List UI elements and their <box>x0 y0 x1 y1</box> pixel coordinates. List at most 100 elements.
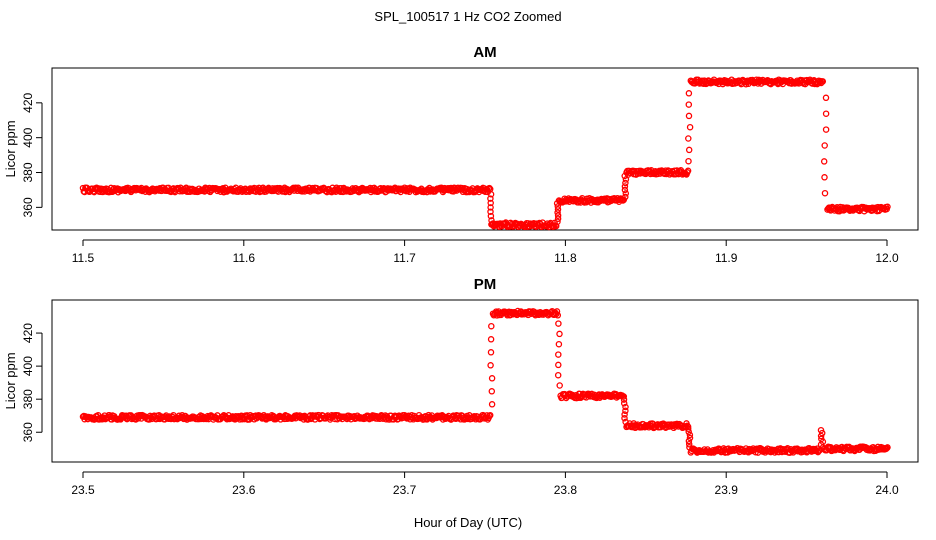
pm-data-point <box>686 434 694 442</box>
am-x-tick-label: 11.5 <box>72 251 95 265</box>
am-data-point <box>554 212 562 219</box>
am-data-point <box>622 190 630 197</box>
pm-data-point <box>386 416 393 423</box>
pm-data-point <box>620 400 628 407</box>
pm-data-point <box>554 371 562 379</box>
pm-data-point <box>622 407 629 415</box>
am-data-point <box>685 146 693 154</box>
am-x-tick-label: 11.6 <box>233 251 256 265</box>
am-data-point <box>686 123 694 131</box>
figure-xlabel: Hour of Day (UTC) <box>414 515 522 530</box>
am-x-tick-label: 11.9 <box>715 251 738 265</box>
pm-data-point <box>556 382 563 389</box>
am-data-point <box>685 90 693 97</box>
pm-data-point <box>487 349 495 356</box>
pm-data-point <box>555 351 562 358</box>
figure-title: SPL_100517 1 Hz CO2 Zoomed <box>374 9 561 24</box>
pm-data-point <box>685 440 693 448</box>
am-y-tick-label: 420 <box>21 93 35 113</box>
am-data-point <box>487 204 494 211</box>
pm-plot-frame <box>51 299 919 463</box>
pm-ylabel: Licor ppm <box>3 352 18 409</box>
pm-data-point <box>817 426 825 434</box>
pm-x-tick-label: 23.8 <box>554 483 578 497</box>
am-y-tick-label: 360 <box>21 197 35 217</box>
pm-data-point <box>620 393 628 400</box>
pm-series <box>79 307 891 456</box>
am-x-tick-label: 12.0 <box>875 251 899 265</box>
am-data-point <box>487 195 494 202</box>
am-data-point <box>621 186 629 194</box>
am-data-point <box>621 183 629 190</box>
pm-data-point <box>488 375 496 382</box>
pm-data-point <box>553 308 561 315</box>
pm-data-point <box>555 340 563 348</box>
pm-data-point <box>685 437 693 445</box>
pm-data-point <box>487 336 495 343</box>
am-data-point <box>554 218 561 225</box>
am-data-point <box>79 184 87 192</box>
am-data-point <box>685 157 692 165</box>
pm-y-tick-label: 420 <box>21 323 35 343</box>
pm-y-tick-label: 360 <box>21 422 35 442</box>
pm-data-point <box>554 312 562 319</box>
pm-data-point <box>818 435 825 443</box>
am-data-point <box>884 203 891 211</box>
am-data-point <box>820 158 828 165</box>
pm-data-point <box>622 403 629 411</box>
pm-data-point <box>555 320 562 327</box>
am-data-point <box>621 172 628 180</box>
am-data-point <box>554 206 562 213</box>
pm-y-tick-label: 400 <box>21 356 35 376</box>
am-ylabel: Licor ppm <box>3 120 18 177</box>
am-data-point <box>822 94 830 102</box>
pm-data-point <box>684 422 691 430</box>
am-data-point <box>553 200 561 207</box>
am-data-point <box>622 193 629 201</box>
am-data-point <box>488 217 495 224</box>
am-data-point <box>622 179 629 187</box>
am-x-tick-label: 11.7 <box>393 251 416 265</box>
am-data-point <box>487 208 494 215</box>
pm-data-point <box>488 388 496 395</box>
am-data-point <box>819 78 827 85</box>
am-panel: AM Licor ppm 11.5 11.6 11.7 11.8 11.9 12.0 360… <box>3 44 919 265</box>
am-y-tick-label: 380 <box>21 162 35 182</box>
am-panel-title: AM <box>473 44 496 61</box>
pm-data-point <box>488 322 495 330</box>
am-data-point <box>685 101 693 108</box>
pm-data-point <box>486 411 494 419</box>
pm-data-point <box>884 444 891 451</box>
pm-data-point <box>685 428 692 436</box>
am-data-point <box>684 167 692 175</box>
pm-x-tick-label: 23.5 <box>71 483 95 497</box>
pm-data-point <box>486 412 493 420</box>
am-data-point <box>487 199 494 207</box>
pm-data-point <box>622 418 629 426</box>
pm-data-point <box>555 361 562 369</box>
pm-x-tick-label: 23.7 <box>393 483 417 497</box>
am-series <box>79 76 891 231</box>
pm-data-point <box>128 415 136 423</box>
am-data-point <box>821 189 829 197</box>
am-y-tick-label: 400 <box>21 127 35 147</box>
am-x-tick-label: 11.8 <box>554 251 577 265</box>
pm-y-tick-label: 380 <box>21 389 35 409</box>
pm-data-point <box>684 425 692 432</box>
pm-data-point <box>621 414 628 422</box>
pm-x-tick-label: 24.0 <box>875 483 899 497</box>
pm-data-point <box>741 448 748 455</box>
pm-x-tick-label: 23.9 <box>715 483 739 497</box>
pm-data-point <box>620 396 628 403</box>
am-data-point <box>554 203 562 210</box>
pm-x-tick-label: 23.6 <box>232 483 256 497</box>
am-data-point <box>822 126 830 133</box>
pm-panel: PM Licor ppm 23.5 23.6 23.7 23.8 23.9 24.0 360… <box>3 276 919 497</box>
am-data-point <box>685 112 693 120</box>
pm-data-point <box>488 401 496 408</box>
am-data-point <box>487 212 495 220</box>
pm-data-point <box>686 444 693 451</box>
am-data-point <box>622 176 630 183</box>
am-data-point <box>822 110 830 117</box>
